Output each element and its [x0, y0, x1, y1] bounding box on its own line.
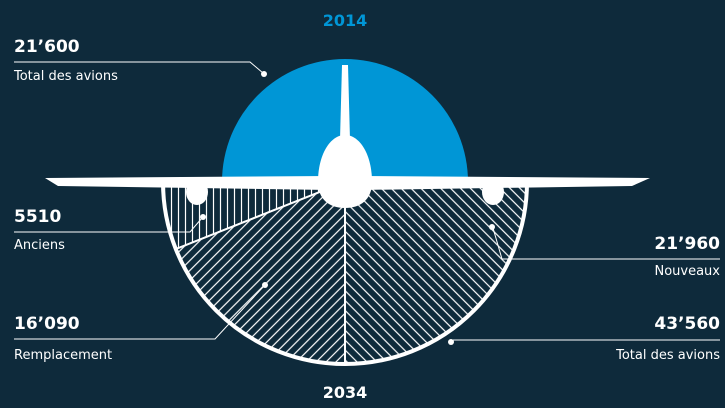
label: Total des avions [615, 348, 720, 363]
label: Anciens [14, 238, 65, 253]
leader-line [14, 285, 265, 340]
value: 21’960 [654, 234, 720, 254]
leader-line [14, 61, 264, 74]
label: Remplacement [14, 348, 112, 363]
label: Nouveaux [654, 264, 720, 279]
value: 16’090 [14, 314, 80, 334]
leader-line [14, 217, 203, 233]
leader-dot [262, 282, 268, 288]
year-bottom: 2034 [323, 383, 368, 402]
leader-line [492, 227, 720, 260]
label: Total des avions [13, 69, 118, 84]
outline-2034 [161, 181, 529, 366]
value: 5510 [14, 207, 61, 227]
leader-dot [200, 214, 206, 220]
value: 21’600 [14, 37, 80, 57]
leader-dot [489, 224, 495, 230]
leader-dot [448, 339, 454, 345]
year-top: 2014 [323, 11, 368, 30]
airplane [45, 65, 650, 208]
value: 43’560 [654, 314, 720, 334]
leader-dot [261, 71, 267, 77]
